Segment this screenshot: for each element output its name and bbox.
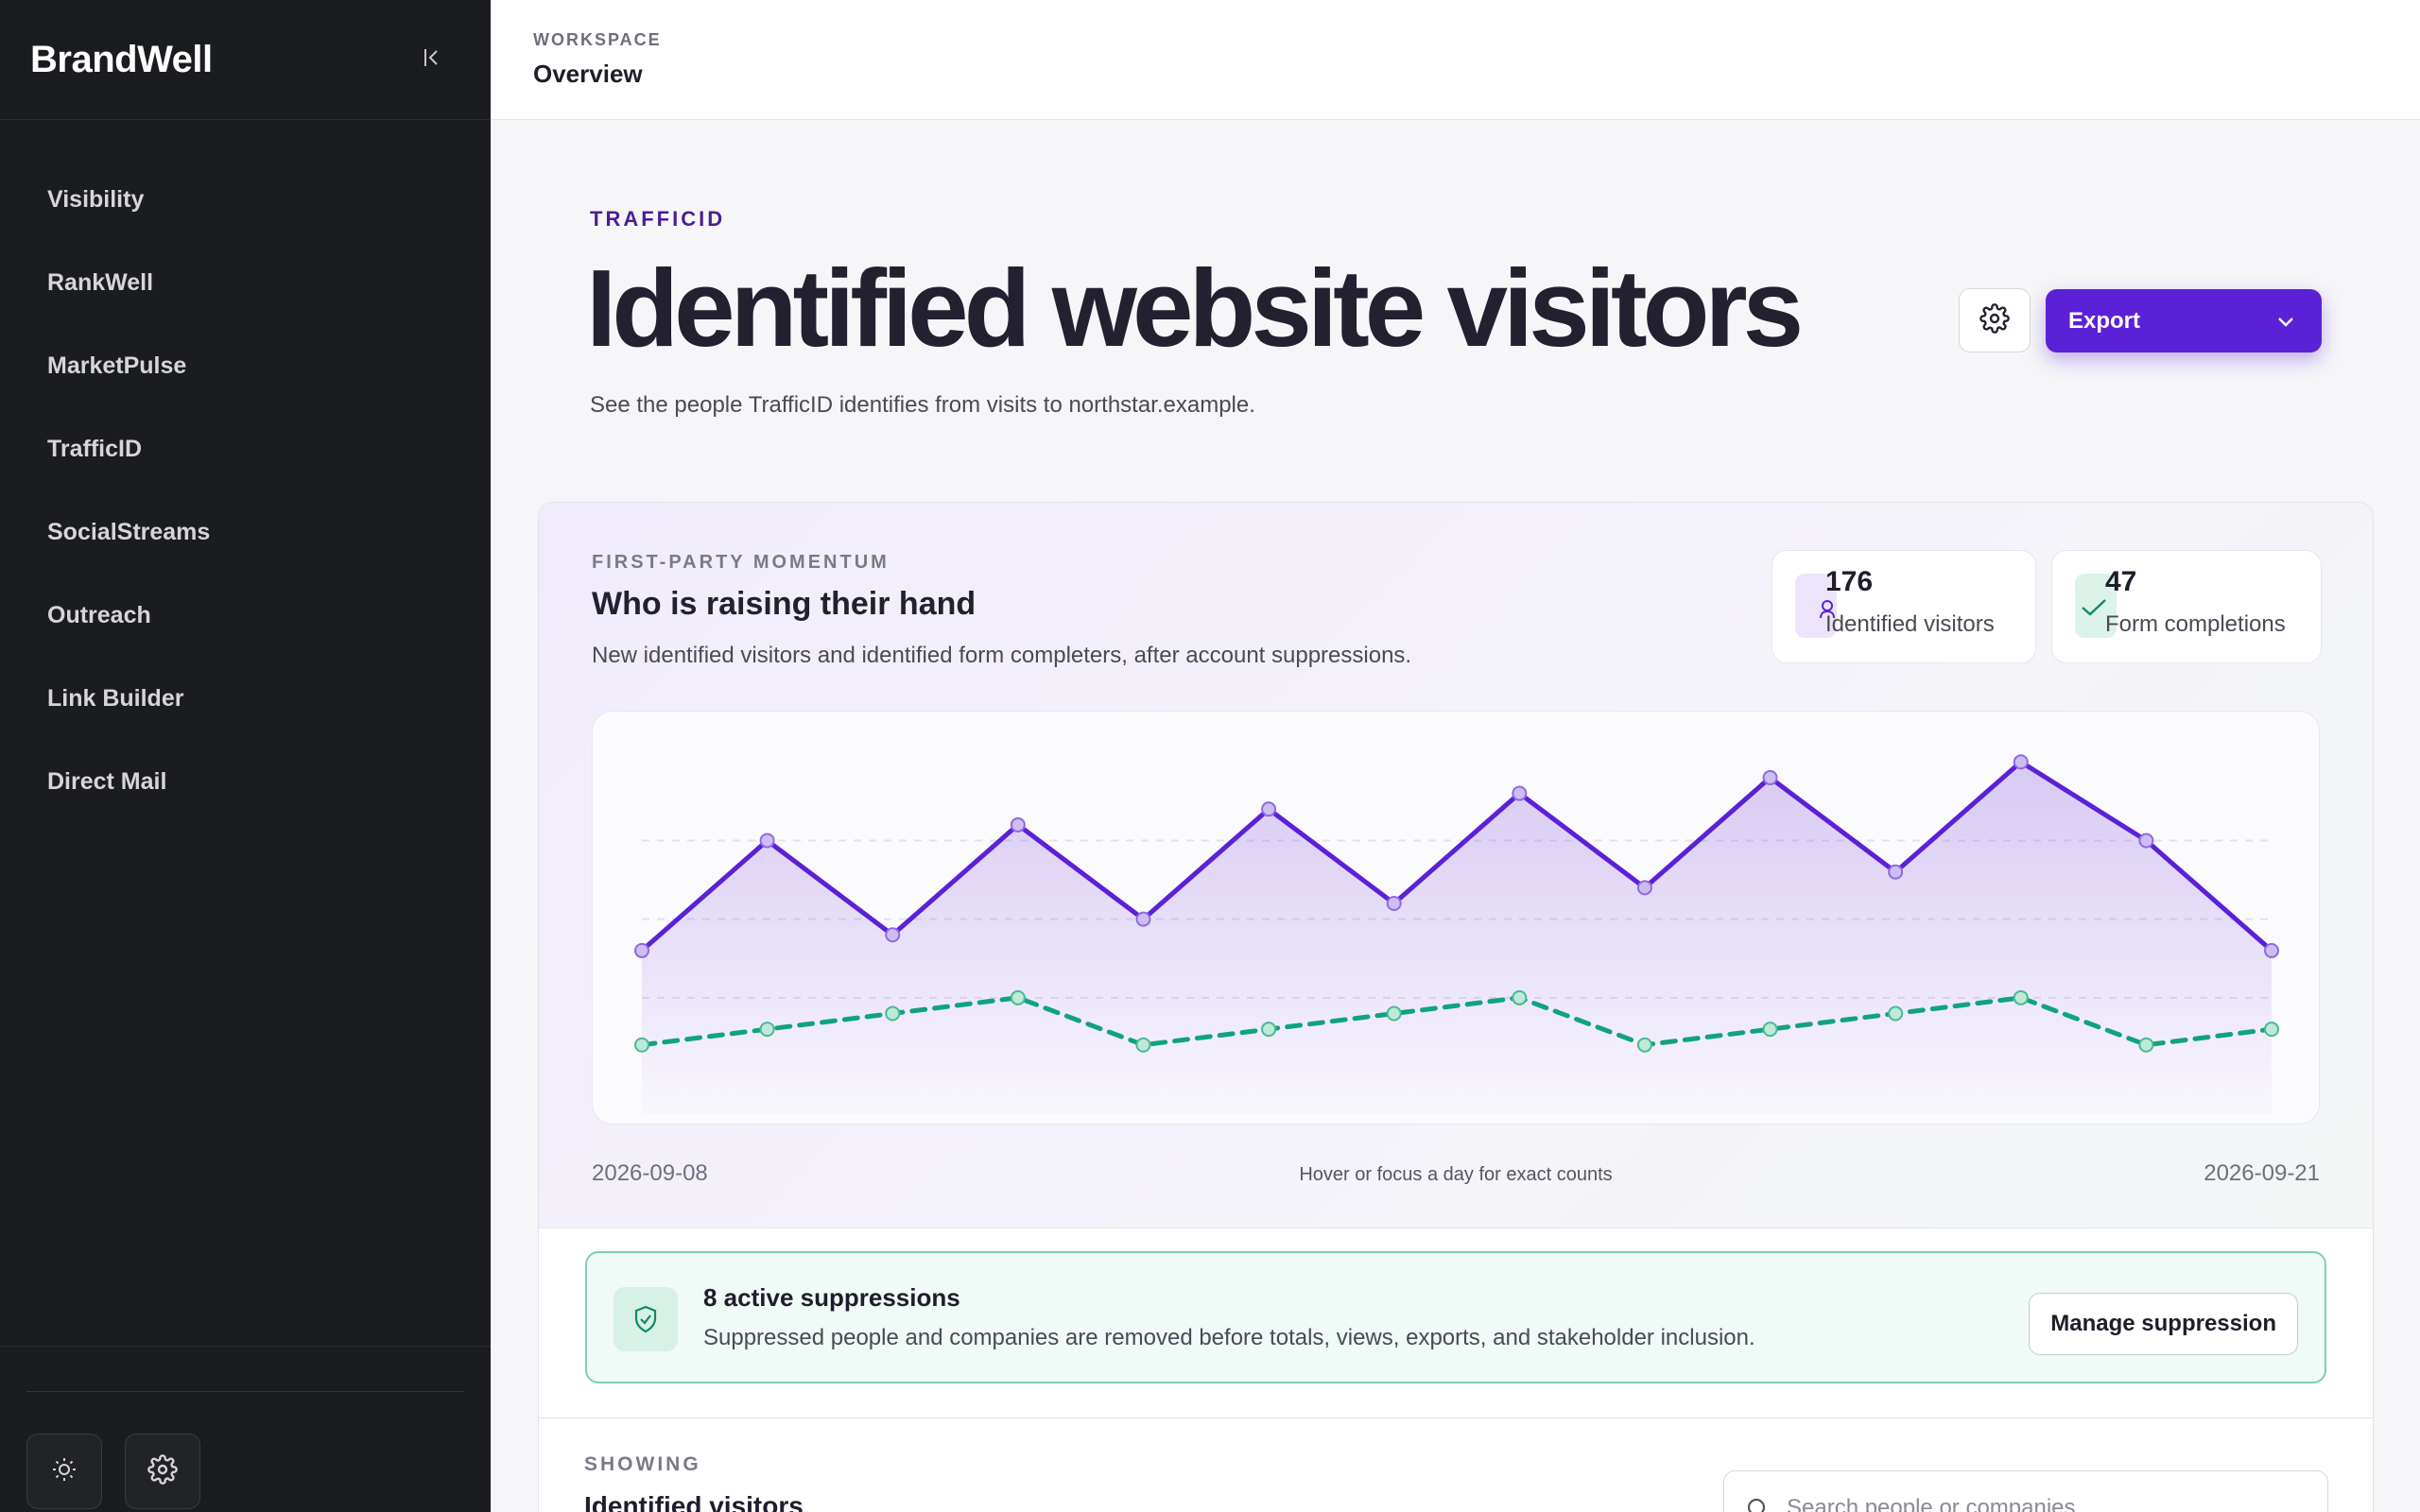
momentum-subtitle: New identified visitors and identified f… [592, 643, 1412, 668]
suppressions-banner: 8 active suppressions Suppressed people … [585, 1251, 2326, 1383]
search-icon [1745, 1496, 1772, 1512]
data-point[interactable] [2013, 989, 2029, 1005]
data-point[interactable] [1636, 880, 1652, 896]
data-point[interactable] [759, 833, 775, 849]
search-field[interactable] [1723, 1470, 2328, 1512]
sidebar: BrandWell Visibility RankWell MarketPuls… [0, 0, 491, 1512]
data-point[interactable] [634, 942, 649, 958]
series-line-0 [639, 759, 2274, 954]
data-point[interactable] [1512, 785, 1528, 801]
sidebar-footer [0, 1346, 491, 1512]
check-icon [2075, 574, 2117, 638]
workspace-title: Overview [533, 60, 643, 88]
sidebar-item-rankwell[interactable]: RankWell [47, 268, 154, 296]
stat-form-completions: 47 Form completions [2051, 550, 2322, 663]
topbar: WORKSPACE Overview [491, 0, 2420, 120]
data-point[interactable] [2013, 754, 2029, 770]
data-point[interactable] [2138, 1037, 2154, 1053]
data-point[interactable] [1762, 769, 1778, 785]
momentum-eyebrow: FIRST-PARTY MOMENTUM [592, 552, 890, 573]
showing-title: Identified visitors [584, 1491, 804, 1512]
data-point[interactable] [1135, 911, 1151, 927]
data-point[interactable] [1762, 1022, 1778, 1038]
gear-icon [147, 1453, 178, 1489]
stat-value: 47 [2105, 566, 2137, 597]
chart-end-date: 2026-09-21 [2204, 1160, 2320, 1186]
data-point[interactable] [1010, 816, 1026, 833]
chart-hint: Hover or focus a day for exact counts [1299, 1164, 1613, 1185]
stat-label: Form completions [2105, 611, 2286, 637]
stat-label: Identified visitors [1825, 611, 1995, 637]
page-eyebrow: TRAFFICID [590, 207, 726, 231]
sidebar-item-outreach[interactable]: Outreach [47, 601, 151, 628]
sidebar-header: BrandWell [0, 0, 491, 120]
series-line-1 [639, 995, 2274, 1048]
sidebar-nav: Visibility RankWell MarketPulse TrafficI… [0, 120, 491, 823]
data-point[interactable] [2138, 833, 2154, 849]
data-point[interactable] [1010, 989, 1026, 1005]
collapse-sidebar-icon[interactable] [423, 44, 441, 75]
divider [26, 1391, 464, 1392]
data-point[interactable] [1636, 1037, 1652, 1053]
theme-toggle-button[interactable] [26, 1434, 102, 1509]
chart-start-date: 2026-09-08 [592, 1160, 708, 1186]
momentum-chart[interactable] [592, 711, 2320, 1125]
momentum-chart-svg [634, 754, 2279, 1114]
page-title: Identified website visitors [586, 247, 1804, 369]
brand-logo[interactable]: BrandWell [30, 38, 213, 80]
data-point[interactable] [1888, 864, 1904, 880]
chevron-down-icon [2276, 308, 2295, 335]
sidebar-item-visibility[interactable]: Visibility [47, 185, 145, 213]
manage-suppression-button[interactable]: Manage suppression [2029, 1293, 2298, 1355]
page-subtitle: See the people TrafficID identifies from… [590, 392, 1255, 418]
data-point[interactable] [1888, 1005, 1904, 1022]
shield-check-icon [614, 1287, 678, 1351]
workspace-label: WORKSPACE [533, 30, 662, 49]
data-point[interactable] [1261, 801, 1277, 817]
export-label: Export [2068, 307, 2141, 334]
search-input[interactable] [1787, 1495, 2327, 1512]
settings-button[interactable] [125, 1434, 200, 1509]
sidebar-item-link-builder[interactable]: Link Builder [47, 684, 184, 712]
data-point[interactable] [1512, 989, 1528, 1005]
page-settings-button[interactable] [1959, 288, 2031, 352]
suppressions-text: Suppressed people and companies are remo… [703, 1325, 1755, 1350]
momentum-title: Who is raising their hand [592, 586, 977, 622]
data-point[interactable] [1386, 1005, 1402, 1022]
sun-icon [50, 1455, 78, 1488]
data-point[interactable] [2264, 1022, 2279, 1038]
sidebar-item-socialstreams[interactable]: SocialStreams [47, 518, 211, 545]
data-point[interactable] [1261, 1022, 1277, 1038]
data-point[interactable] [634, 1037, 649, 1053]
sidebar-item-trafficid[interactable]: TrafficID [47, 435, 143, 462]
showing-label: SHOWING [584, 1453, 701, 1475]
data-point[interactable] [1135, 1037, 1151, 1053]
stat-identified-visitors: 176 Identified visitors [1772, 550, 2036, 663]
momentum-panel: FIRST-PARTY MOMENTUM Who is raising thei… [539, 503, 2373, 1228]
export-button[interactable]: Export [2046, 289, 2322, 352]
stat-value: 176 [1825, 566, 1874, 597]
person-icon [1795, 574, 1837, 638]
sidebar-item-direct-mail[interactable]: Direct Mail [47, 767, 167, 795]
data-point[interactable] [1386, 896, 1402, 911]
momentum-card: FIRST-PARTY MOMENTUM Who is raising thei… [538, 502, 2374, 1512]
suppressions-title: 8 active suppressions [703, 1283, 960, 1312]
data-point[interactable] [885, 927, 901, 943]
data-point[interactable] [2264, 942, 2279, 958]
sidebar-item-marketpulse[interactable]: MarketPulse [47, 352, 187, 379]
data-point[interactable] [759, 1022, 775, 1038]
gear-icon [1979, 302, 2010, 338]
data-point[interactable] [885, 1005, 901, 1022]
